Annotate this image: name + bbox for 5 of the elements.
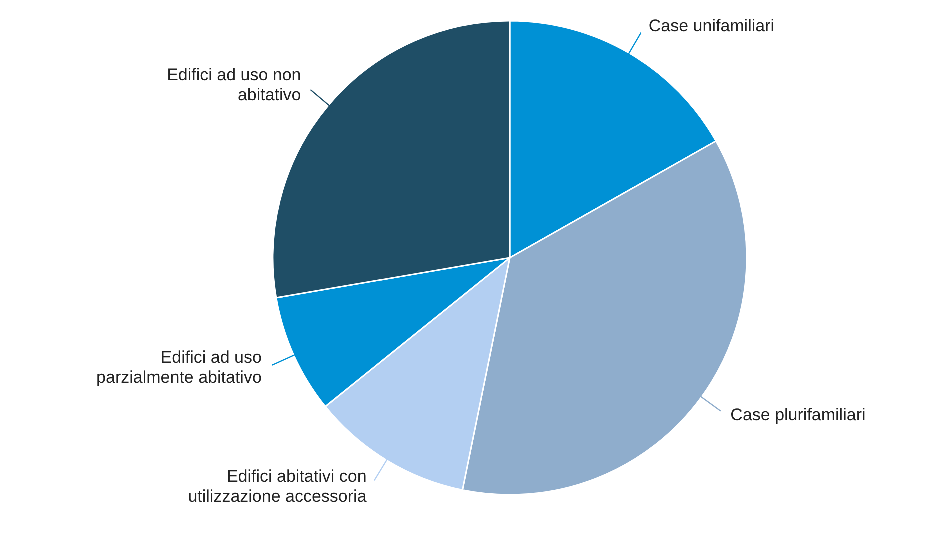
slice-label: Edifici abitativi con utilizzazione accessoria xyxy=(188,466,368,506)
slice-label: Edifici ad uso parzialmente abitativo xyxy=(96,348,262,388)
slice-label: Case plurifamiliari xyxy=(730,405,866,424)
slice-label: Edifici ad uso non abitativo xyxy=(167,65,302,104)
slice-label: Case unifamiliari xyxy=(648,16,775,36)
